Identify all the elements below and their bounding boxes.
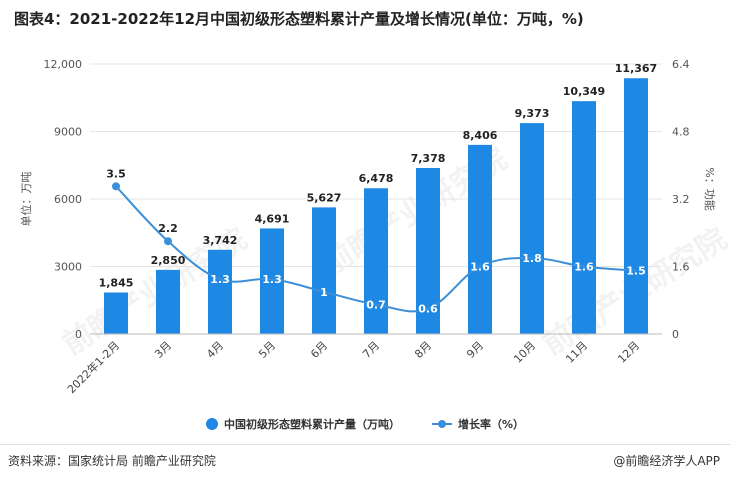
source-note: 资料来源：国家统计局 前瞻产业研究院 — [8, 454, 216, 468]
bar-series: 1,845 2,850 3,742 4,691 5,627 6,478 7,378 8,406… — [99, 62, 657, 335]
x-tick-label: 8月 — [412, 339, 434, 361]
x-tick-label: 3月 — [152, 339, 174, 361]
bar-value-label: 3,742 — [203, 234, 238, 247]
growth-rate-line — [115, 185, 637, 313]
chart-svg: 前瞻产业研究院前瞻产业研究院前瞻产业研究院 1,8452,8503,7424,6… — [19, 58, 730, 431]
line-value-label: 1.3 — [210, 273, 230, 286]
line-value-label: 1.5 — [626, 265, 646, 278]
line-series: 3.5 2.2 1.3 1.3 1 0.7 0.6 1.6 1.8 1.6 1.5 — [106, 167, 646, 315]
line-point — [164, 237, 172, 246]
y-tick-label: 0 — [75, 328, 82, 341]
bar — [468, 144, 492, 334]
line-value-label: 1.3 — [262, 273, 282, 286]
bar-value-label: 7,378 — [411, 152, 446, 165]
line-value-label: 1.8 — [522, 252, 542, 265]
bar — [520, 123, 544, 334]
bar-value-label: 2,850 — [151, 254, 186, 267]
brand-label: @前瞻经济学人APP — [613, 454, 720, 468]
bar — [416, 167, 440, 334]
bar-value-label: 5,627 — [307, 191, 342, 204]
line-value-label: 0.7 — [366, 298, 386, 311]
bar — [572, 101, 596, 335]
x-tick-label: 5月 — [256, 339, 278, 361]
legend-bar-label: 中国初级形态塑料累计产量（万吨） — [224, 417, 400, 431]
legend-line-label: 增长率（%） — [458, 417, 524, 431]
bar-value-label: 9,373 — [515, 107, 550, 120]
bar-value-label: 11,367 — [615, 62, 657, 75]
y-tick-label: 12,000 — [44, 58, 83, 71]
bar-value-label: 4,691 — [255, 212, 290, 225]
y-tick-label: 3000 — [54, 261, 82, 274]
x-tick-label: 4月 — [204, 339, 226, 361]
line-value-label: 1 — [320, 286, 328, 299]
line-value-label: 2.2 — [158, 222, 178, 235]
y-tick-label: 6000 — [54, 193, 82, 206]
bar-value-label: 8,406 — [463, 129, 498, 142]
x-tick-label: 12月 — [615, 339, 642, 366]
line-value-label: 1.6 — [470, 261, 490, 274]
bar — [156, 269, 180, 334]
bar-value-label: 6,478 — [359, 172, 394, 185]
line-value-label: 0.6 — [418, 303, 438, 316]
y2-tick-label: 0 — [672, 328, 679, 341]
line-point — [112, 182, 120, 191]
y2-axis-title: %：功能 — [703, 167, 717, 210]
bar — [624, 78, 648, 335]
x-tick-label: 7月 — [360, 339, 382, 361]
bar-value-label: 1,845 — [99, 276, 134, 289]
x-tick-label: 10月 — [511, 339, 538, 366]
bar — [312, 207, 336, 334]
bar — [104, 292, 128, 334]
chart-title: 图表4：2021-2022年12月中国初级形态塑料累计产量及增长情况(单位：万吨… — [14, 10, 584, 28]
y2-tick-label: 3.2 — [672, 193, 690, 206]
bar — [208, 249, 232, 334]
y2-tick-label: 6.4 — [672, 58, 690, 71]
y-axis-title: 单位：万吨 — [19, 172, 33, 227]
x-tick-label: 9月 — [464, 339, 486, 361]
line-value-label: 3.5 — [106, 167, 126, 180]
legend: 中国初级形态塑料累计产量（万吨） 增长率（%） — [206, 417, 524, 431]
legend-line-marker — [438, 420, 446, 428]
legend-bar-marker — [206, 418, 218, 430]
y2-tick-label: 1.6 — [672, 261, 690, 274]
line-value-label: 1.6 — [574, 261, 594, 274]
bar-value-label: 10,349 — [563, 85, 605, 98]
y2-tick-label: 4.8 — [672, 126, 690, 139]
bar — [364, 188, 388, 334]
footer-divider — [0, 444, 730, 445]
y-tick-label: 9000 — [54, 126, 82, 139]
x-tick-label: 6月 — [308, 339, 330, 361]
